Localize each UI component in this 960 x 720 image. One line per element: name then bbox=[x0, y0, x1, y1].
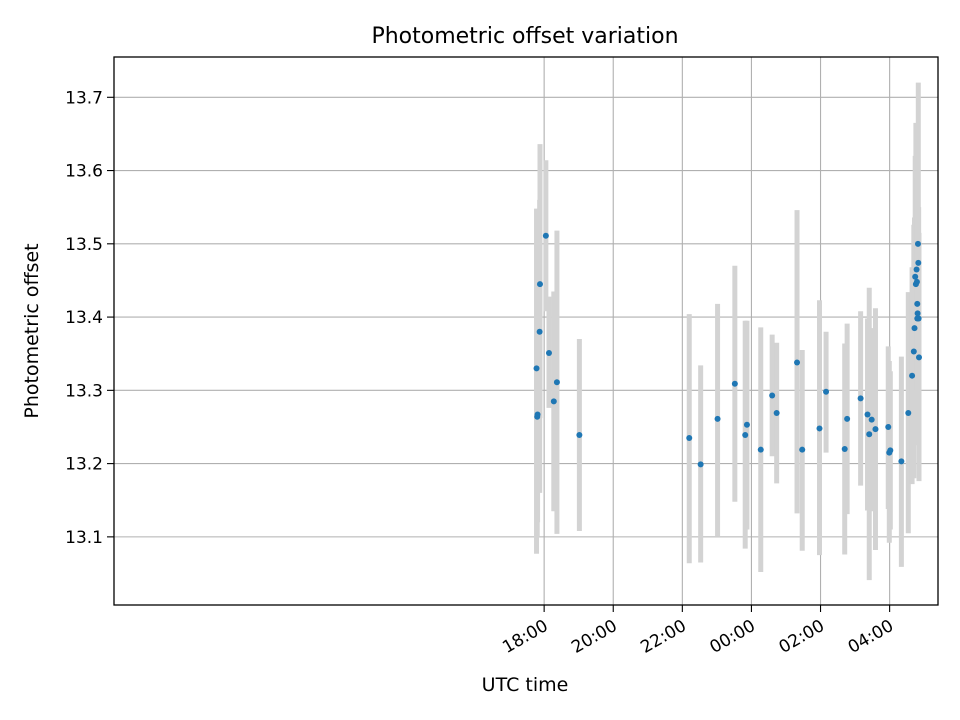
data-point bbox=[844, 415, 851, 422]
y-axis-ticks: 13.1 13.2 13.3 13.4 13.5 13.6 13.7 bbox=[65, 88, 114, 548]
data-point bbox=[697, 461, 704, 468]
data-point bbox=[909, 372, 916, 379]
y-tick-label: 13.2 bbox=[65, 455, 103, 475]
data-point bbox=[887, 447, 894, 454]
data-point bbox=[913, 278, 920, 285]
data-point bbox=[866, 431, 873, 438]
data-point bbox=[914, 310, 921, 317]
data-point bbox=[914, 300, 921, 307]
y-axis-label: Photometric offset bbox=[21, 243, 43, 418]
data-point bbox=[731, 380, 738, 387]
data-point bbox=[868, 416, 875, 423]
data-point bbox=[857, 395, 864, 402]
data-point bbox=[864, 411, 871, 418]
data-point bbox=[743, 421, 750, 428]
data-point bbox=[576, 432, 583, 439]
plot-frame bbox=[113, 56, 939, 606]
data-point bbox=[545, 349, 552, 356]
data-point bbox=[686, 434, 693, 441]
data-point bbox=[912, 273, 919, 280]
data-point bbox=[905, 410, 912, 417]
data-point bbox=[553, 379, 560, 386]
y-tick-label: 13.5 bbox=[65, 235, 103, 255]
data-point bbox=[533, 365, 540, 372]
data-point bbox=[534, 411, 541, 418]
data-point bbox=[550, 398, 557, 405]
data-point bbox=[823, 388, 830, 395]
y-tick-label: 13.6 bbox=[65, 162, 103, 182]
data-point bbox=[757, 446, 764, 453]
data-point bbox=[915, 259, 922, 266]
data-point bbox=[885, 423, 892, 430]
data-point bbox=[898, 458, 905, 465]
data-point bbox=[914, 240, 921, 247]
data-point bbox=[872, 426, 879, 433]
y-tick-label: 13.3 bbox=[65, 381, 103, 401]
data-point bbox=[536, 328, 543, 335]
data-point bbox=[913, 266, 920, 273]
chart-title: Photometric offset variation bbox=[371, 24, 678, 49]
data-point bbox=[915, 315, 922, 322]
data-point bbox=[536, 281, 543, 288]
data-point bbox=[714, 415, 721, 422]
data-point bbox=[769, 392, 776, 399]
data-point bbox=[794, 359, 801, 366]
data-point bbox=[911, 325, 918, 332]
x-axis-label: UTC time bbox=[482, 674, 569, 696]
y-tick-label: 13.7 bbox=[65, 88, 103, 108]
data-point bbox=[542, 232, 549, 239]
data-point bbox=[816, 425, 823, 432]
data-points bbox=[533, 232, 922, 468]
data-point bbox=[841, 445, 848, 452]
data-point bbox=[799, 446, 806, 453]
y-tick-label: 13.4 bbox=[65, 308, 103, 328]
data-point bbox=[915, 354, 922, 361]
data-point bbox=[910, 348, 917, 355]
data-point bbox=[742, 432, 749, 439]
data-point bbox=[773, 410, 780, 417]
y-tick-label: 13.1 bbox=[65, 528, 103, 548]
